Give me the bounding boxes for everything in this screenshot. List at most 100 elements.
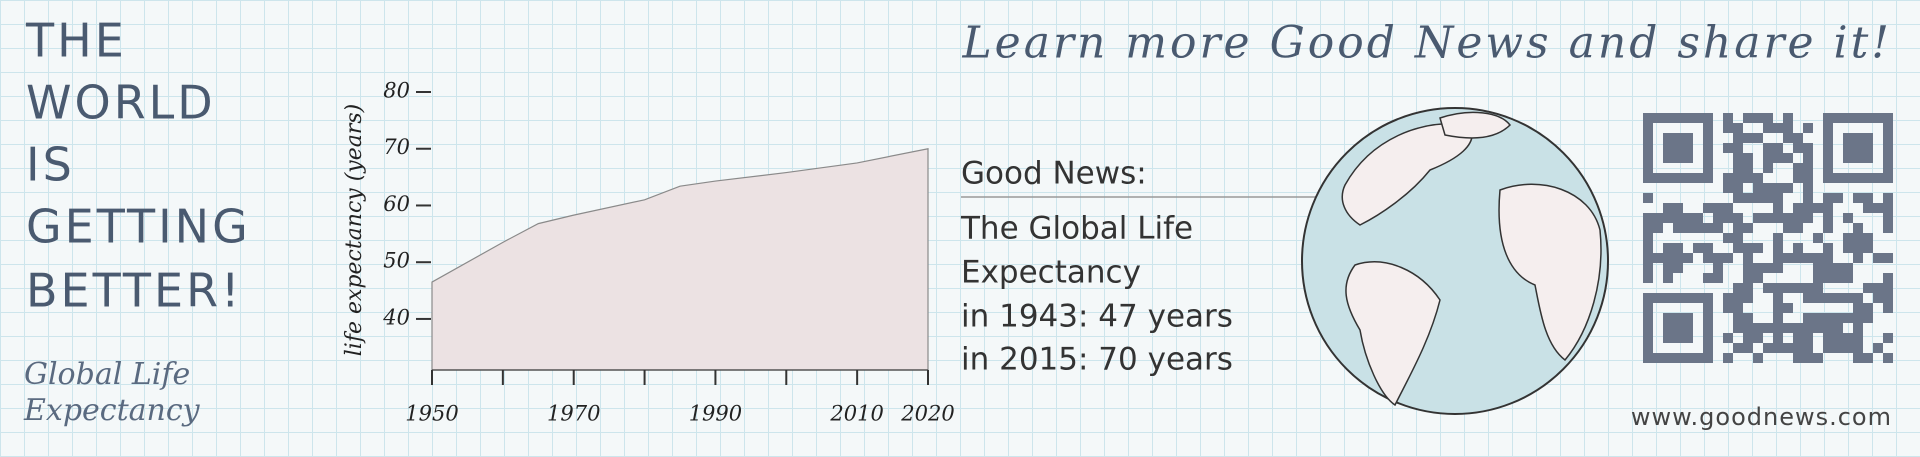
qr-module (1733, 313, 1743, 323)
qr-module (1843, 243, 1853, 253)
qr-module (1803, 343, 1813, 353)
qr-module (1853, 343, 1863, 353)
qr-module (1683, 253, 1693, 263)
qr-module (1833, 193, 1843, 203)
y-tick-label: 50 (383, 249, 410, 273)
qr-module (1743, 323, 1753, 333)
qr-module (1783, 123, 1793, 133)
news-heading: Good News: (961, 156, 1147, 192)
headline: THE WORLD IS GETTING BETTER! (25, 14, 251, 318)
qr-module (1863, 303, 1873, 313)
qr-module (1873, 293, 1883, 303)
y-tick-label: 70 (383, 135, 410, 159)
qr-module (1823, 263, 1833, 273)
globe (1301, 107, 1609, 415)
qr-module (1643, 243, 1653, 253)
qr-module (1843, 293, 1853, 303)
qr-module (1883, 303, 1893, 313)
qr-module (1833, 263, 1843, 273)
qr-module (1853, 223, 1863, 233)
qr-module (1703, 243, 1713, 253)
qr-module (1743, 133, 1753, 143)
qr-module (1723, 213, 1733, 223)
qr-module (1743, 223, 1753, 233)
qr-module (1643, 213, 1653, 223)
qr-module (1823, 323, 1833, 333)
globe-land (1498, 183, 1602, 362)
qr-module (1883, 213, 1893, 223)
qr-module (1643, 273, 1653, 283)
qr-module (1823, 193, 1833, 203)
qr-module (1693, 223, 1703, 233)
headline-line: GETTING (26, 200, 251, 254)
qr-module (1833, 343, 1843, 353)
qr-module (1803, 193, 1813, 203)
qr-module (1823, 273, 1833, 283)
qr-module (1793, 213, 1803, 223)
qr-finder (1663, 313, 1693, 343)
qr-module (1783, 303, 1793, 313)
qr-module (1813, 293, 1823, 303)
qr-module (1783, 153, 1793, 163)
qr-module (1713, 213, 1723, 223)
qr-module (1743, 153, 1753, 163)
qr-module (1753, 263, 1763, 273)
qr-module (1763, 153, 1773, 163)
qr-module (1823, 253, 1833, 263)
qr-module (1753, 183, 1763, 193)
news-line: in 2015: 70 years (961, 342, 1233, 378)
qr-module (1853, 243, 1863, 253)
qr-module (1743, 293, 1753, 303)
qr-module (1843, 333, 1853, 343)
qr-module (1773, 323, 1783, 333)
qr-module (1653, 253, 1663, 263)
qr-module (1763, 193, 1773, 203)
qr-module (1733, 243, 1743, 253)
qr-module (1773, 153, 1783, 163)
x-tick-label: 1990 (689, 402, 742, 426)
y-tick-label: 80 (383, 79, 410, 103)
qr-module (1673, 203, 1683, 213)
qr-module (1783, 113, 1793, 123)
qr-module (1753, 273, 1763, 283)
qr-module (1663, 243, 1673, 253)
y-tick-label: 60 (383, 192, 410, 216)
news-line: in 1943: 47 years (961, 299, 1233, 335)
qr-module (1883, 253, 1893, 263)
qr-module (1883, 223, 1893, 233)
qr-module (1813, 323, 1823, 333)
qr-module (1863, 243, 1873, 253)
qr-module (1833, 293, 1843, 303)
qr-module (1723, 183, 1733, 193)
qr-module (1823, 213, 1833, 223)
qr-module (1833, 313, 1843, 323)
qr-module (1663, 253, 1673, 263)
qr-module (1803, 143, 1813, 153)
qr-module (1773, 243, 1783, 253)
qr-module (1773, 303, 1783, 313)
qr-module (1793, 173, 1803, 183)
qr-module (1723, 353, 1733, 363)
qr-module (1773, 193, 1783, 203)
qr-module (1843, 313, 1853, 323)
qr-module (1653, 213, 1663, 223)
qr-module (1773, 263, 1783, 273)
qr-module (1773, 183, 1783, 193)
qr-module (1783, 253, 1793, 263)
qr-module (1753, 133, 1763, 143)
qr-module (1793, 133, 1803, 143)
qr-module (1763, 183, 1773, 193)
caption-line: Global Life (24, 357, 190, 392)
qr-module (1643, 193, 1653, 203)
qr-module (1803, 323, 1813, 333)
x-tick-label: 1970 (547, 402, 600, 426)
qr-module (1833, 333, 1843, 343)
qr-module (1803, 163, 1813, 173)
qr-module (1853, 293, 1863, 303)
qr-module (1673, 263, 1683, 273)
qr-module (1793, 283, 1803, 293)
qr-module (1733, 223, 1743, 233)
qr-module (1663, 203, 1673, 213)
qr-module (1733, 143, 1743, 153)
